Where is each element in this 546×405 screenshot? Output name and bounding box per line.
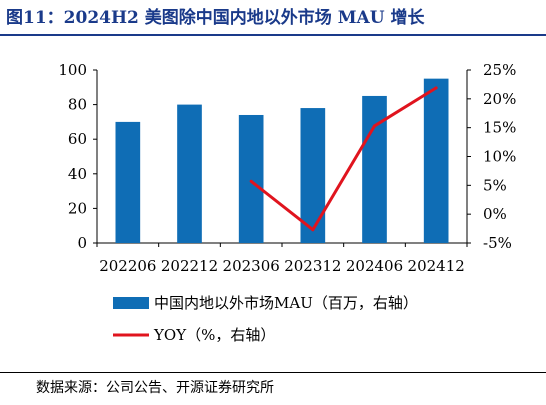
x-tick-label: 202406: [346, 257, 403, 275]
y-left-tick-label: 60: [68, 130, 87, 148]
chart-title: 图11：2024H2 美图除中国内地以外市场 MAU 增长: [6, 8, 425, 28]
title-divider: [0, 34, 546, 36]
x-tick-label: 202412: [408, 257, 465, 275]
source-note: 数据来源：公司公告、开源证券研究所: [36, 380, 274, 396]
bar: [115, 121, 141, 243]
x-tick-label: 202312: [284, 257, 341, 275]
legend-swatch-bar: [113, 297, 149, 309]
y-left-tick-label: 0: [77, 234, 87, 252]
y-right-tick-label: 5%: [483, 176, 507, 194]
bar: [300, 108, 326, 243]
legend-label-line: YOY（%，右轴）: [153, 326, 275, 344]
y-left-tick-label: 20: [68, 199, 87, 217]
bar: [238, 114, 264, 243]
yoy-point: [373, 124, 376, 128]
y-left-tick-label: 40: [68, 165, 87, 183]
y-right-tick-label: 15%: [483, 119, 516, 137]
x-tick-label: 202212: [161, 257, 218, 275]
source-divider: [0, 372, 546, 373]
y-right-tick-label: 0%: [483, 205, 507, 223]
legend-label-bar: 中国内地以外市场MAU（百万，右轴）: [154, 294, 418, 312]
chart-area: 0 20 40 60 80 100 -5% 0% 5% 10% 15% 20% 25% 202206 202…: [58, 61, 516, 344]
bar: [177, 104, 202, 243]
bar: [362, 95, 387, 243]
y-left-tick-label: 80: [68, 96, 87, 114]
bar: [423, 78, 449, 244]
yoy-point: [434, 86, 438, 90]
yoy-point: [311, 228, 315, 232]
y-right-tick-label: -5%: [483, 234, 512, 252]
yoy-point: [249, 179, 253, 183]
x-tick-label: 202306: [223, 257, 280, 275]
y-left-tick-label: 100: [58, 61, 87, 79]
y-right-tick-label: 20%: [483, 90, 516, 108]
x-tick-label: 202206: [99, 257, 156, 275]
y-right-tick-label: 10%: [483, 148, 516, 166]
yoy-line: [250, 86, 437, 232]
y-right-tick-label: 25%: [483, 61, 516, 79]
